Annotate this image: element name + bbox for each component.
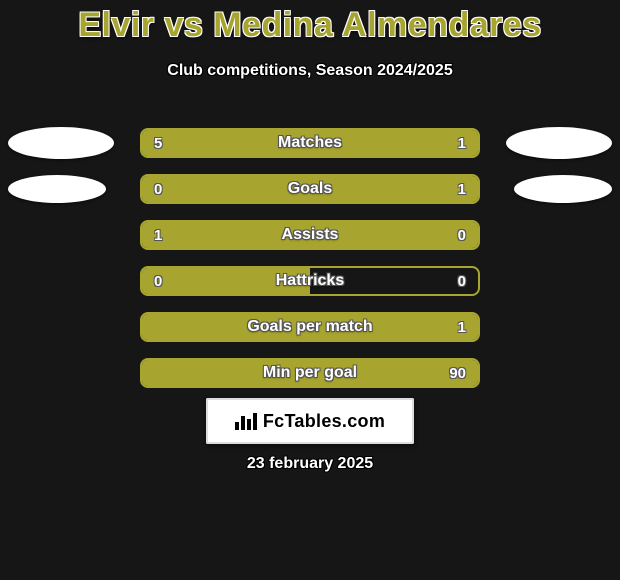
stat-row: Assists10: [0, 212, 620, 258]
left-player-avatar: [8, 175, 106, 203]
page-title: Elvir vs Medina Almendares: [0, 6, 620, 45]
stat-row: Goals per match1: [0, 304, 620, 350]
stat-rows: Matches51 Goals01 Assists10 Hattricks00 Goal…: [0, 120, 620, 396]
chart-icon: [235, 412, 257, 430]
source-badge: FcTables.com: [206, 398, 414, 444]
stat-bar: Goals per match1: [140, 312, 480, 342]
stat-bar-left-fill: [142, 314, 384, 340]
stat-bar: Hattricks00: [140, 266, 480, 296]
stat-bar-right-fill: [421, 222, 478, 248]
date-caption: 23 february 2025: [0, 455, 620, 473]
right-player-avatar: [514, 175, 612, 203]
stat-bar: Assists10: [140, 220, 480, 250]
stat-bar-right-fill: [421, 130, 478, 156]
left-player-avatar: [8, 127, 114, 159]
stat-row: Goals01: [0, 166, 620, 212]
stat-bar-right-fill: [199, 176, 478, 202]
stat-bar-right-fill: [394, 360, 478, 386]
right-player-avatar: [506, 127, 612, 159]
stat-row: Min per goal90: [0, 350, 620, 396]
subtitle: Club competitions, Season 2024/2025: [0, 62, 620, 80]
stat-bar-left-fill: [142, 222, 421, 248]
stat-row: Matches51: [0, 120, 620, 166]
comparison-infographic: { "title": "Elvir vs Medina Almendares",…: [0, 0, 620, 580]
stat-bar-left-fill: [142, 360, 394, 386]
stat-bar-left-fill: [142, 130, 421, 156]
stat-row: Hattricks00: [0, 258, 620, 304]
stat-bar-left-fill: [142, 268, 310, 294]
title-text: Elvir vs Medina Almendares: [78, 6, 541, 44]
stat-bar: Matches51: [140, 128, 480, 158]
stat-bar-left-fill: [142, 176, 199, 202]
stat-bar-right-fill: [384, 314, 478, 340]
stat-value-right: 0: [446, 268, 478, 294]
date-text: 23 february 2025: [247, 455, 373, 472]
subtitle-text: Club competitions, Season 2024/2025: [167, 62, 452, 79]
stat-bar: Goals01: [140, 174, 480, 204]
source-badge-text: FcTables.com: [263, 411, 385, 432]
stat-bar: Min per goal90: [140, 358, 480, 388]
